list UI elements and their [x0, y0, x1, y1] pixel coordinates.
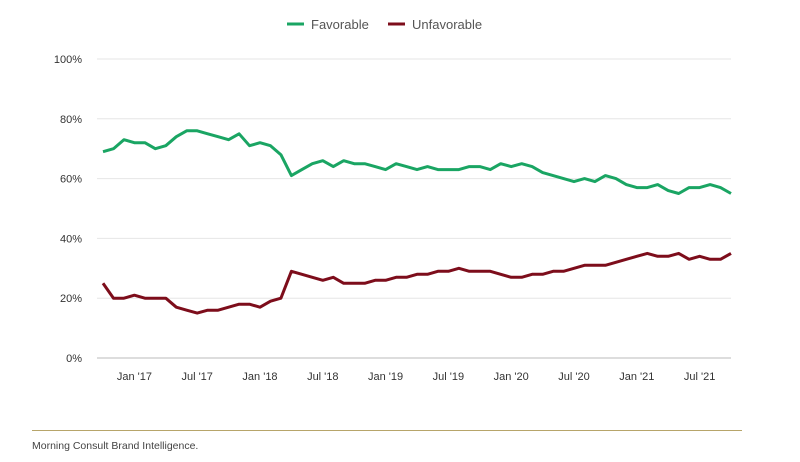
legend-label: Unfavorable — [412, 17, 482, 32]
x-tick-label: Jul '21 — [684, 371, 715, 383]
y-tick-label: 20% — [60, 293, 82, 305]
legend-item-favorable[interactable]: Favorable — [287, 17, 369, 32]
y-tick-label: 60% — [60, 174, 82, 186]
x-tick-label: Jul '19 — [433, 371, 464, 383]
y-tick-label: 80% — [60, 114, 82, 126]
series-lines — [101, 129, 732, 315]
chart-grid — [97, 58, 731, 359]
legend-item-unfavorable[interactable]: Unfavorable — [388, 17, 482, 32]
x-tick-label: Jul '20 — [558, 371, 589, 383]
y-tick-label: 0% — [66, 353, 82, 365]
x-tick-label: Jan '19 — [368, 371, 403, 383]
footer-divider — [32, 430, 742, 431]
x-tick-label: Jul '17 — [181, 371, 212, 383]
y-tick-label: 40% — [60, 233, 82, 245]
y-tick-label: 100% — [54, 54, 82, 66]
x-tick-label: Jan '20 — [494, 371, 529, 383]
series-line-favorable — [102, 129, 732, 195]
y-axis-ticks: 0% 20% 40% 60% 80% 100% — [54, 54, 82, 365]
source-note: Morning Consult Brand Intelligence. — [32, 440, 199, 452]
x-axis-ticks: Jan '17 Jul '17 Jan '18 Jul '18 Jan '19 Jul '… — [117, 371, 715, 383]
line-chart: Favorable Unfavorable 0%20%40%60%80%100% … — [54, 17, 732, 383]
chart-legend: Favorable Unfavorable — [287, 17, 482, 32]
x-tick-label: Jan '18 — [242, 371, 277, 383]
x-tick-label: Jan '17 — [117, 371, 152, 383]
x-tick-label: Jul '18 — [307, 371, 338, 383]
series-line-unfavorable — [101, 251, 732, 315]
legend-label: Favorable — [311, 17, 369, 32]
x-tick-label: Jan '21 — [619, 371, 654, 383]
